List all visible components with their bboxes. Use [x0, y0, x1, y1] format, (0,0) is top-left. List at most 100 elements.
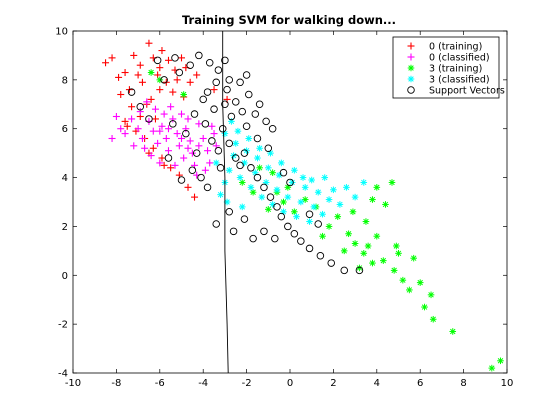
data-point: [173, 76, 181, 84]
support-vector-point: [210, 105, 218, 113]
support-vector-point: [340, 266, 349, 275]
support-vector-point: [136, 102, 145, 111]
data-point: [297, 198, 305, 206]
support-vector-point: [221, 56, 229, 65]
x-tick-label: 10: [501, 378, 514, 389]
support-vector-point: [247, 164, 255, 172]
data-point: [184, 115, 192, 123]
support-vector-point: [186, 61, 194, 69]
data-point: [336, 201, 344, 208]
data-point: [112, 113, 120, 120]
data-point: [102, 59, 110, 67]
data-point: [321, 174, 329, 181]
data-point: [382, 201, 389, 208]
data-point: [184, 183, 192, 191]
data-point: [208, 122, 216, 130]
data-point: [340, 247, 348, 255]
support-vector-point: [262, 117, 270, 126]
x-tick-label: 6: [417, 378, 423, 389]
support-vector-point: [355, 266, 364, 275]
data-point: [325, 196, 333, 203]
legend-marker: [407, 64, 415, 72]
data-point: [128, 115, 136, 123]
support-vector-point: [214, 146, 223, 155]
data-point: [136, 108, 144, 116]
support-vector-point: [214, 66, 223, 74]
x-tick-label: -4: [198, 378, 208, 389]
support-vector-point: [223, 85, 231, 94]
data-point: [121, 130, 129, 138]
support-vector-point: [229, 227, 238, 236]
data-point: [158, 47, 166, 55]
support-vector-point: [227, 112, 236, 121]
support-vector-point: [197, 173, 205, 182]
support-vector-point: [264, 144, 273, 153]
support-vector-point: [305, 210, 314, 218]
data-point: [256, 164, 263, 172]
data-point: [115, 73, 123, 81]
support-vector-point: [251, 110, 260, 118]
x-tick-label: -10: [65, 378, 81, 389]
data-point: [121, 117, 129, 125]
data-point: [147, 152, 155, 160]
data-point: [188, 149, 196, 157]
support-vector-point: [145, 115, 153, 123]
data-point: [410, 254, 417, 262]
data-point: [273, 186, 281, 194]
data-point: [308, 176, 315, 184]
support-vector-point: [240, 215, 249, 223]
data-point: [265, 206, 272, 213]
y-tick-label: 8: [62, 75, 68, 86]
support-vector-point: [260, 183, 268, 192]
data-point: [147, 95, 155, 103]
data-point: [158, 154, 166, 162]
data-point: [173, 130, 181, 138]
data-point: [158, 122, 166, 130]
support-vector-point: [169, 120, 177, 128]
data-point: [210, 86, 218, 94]
support-vector-point: [253, 173, 262, 182]
support-vector-point: [327, 259, 335, 267]
data-point: [151, 105, 159, 113]
support-vector-point: [225, 208, 233, 216]
support-vector-point: [236, 161, 244, 170]
y-tick-label: 0: [62, 271, 68, 282]
data-point: [156, 127, 164, 135]
support-vector-point: [177, 176, 186, 184]
data-point: [141, 144, 149, 152]
legend: 0 (training)0 (classified)3 (training)3 …: [392, 36, 505, 99]
series-4: [127, 51, 364, 275]
data-point: [393, 242, 400, 250]
data-point: [291, 208, 298, 216]
legend-entries: 0 (training)0 (classified)3 (training)3 …: [407, 41, 505, 96]
support-vector-point: [208, 137, 216, 145]
data-point: [299, 174, 307, 181]
data-point: [128, 103, 136, 111]
support-vector-point: [245, 90, 253, 99]
support-vector-point: [195, 51, 203, 60]
data-point: [178, 134, 185, 142]
x-tick-label: -6: [155, 378, 165, 389]
data-point: [406, 286, 413, 294]
y-tick-label: -4: [58, 369, 68, 380]
data-point: [136, 61, 144, 69]
legend-marker: [407, 53, 415, 61]
data-point: [162, 134, 170, 142]
data-point: [134, 71, 142, 79]
data-point: [301, 184, 309, 191]
support-vector-point: [199, 95, 207, 104]
x-tick-label: 8: [460, 378, 466, 389]
legend-marker: [407, 86, 415, 94]
data-point: [164, 147, 172, 155]
support-vector-point: [182, 129, 190, 138]
data-point: [160, 161, 168, 169]
support-vector-point: [160, 76, 168, 84]
data-point: [130, 142, 138, 150]
data-point: [178, 54, 185, 62]
data-point: [193, 71, 201, 79]
series-1: [108, 98, 220, 179]
data-point: [178, 110, 185, 118]
data-point: [143, 98, 151, 106]
data-point: [117, 125, 125, 133]
decision-boundary-layer: [222, 31, 229, 374]
